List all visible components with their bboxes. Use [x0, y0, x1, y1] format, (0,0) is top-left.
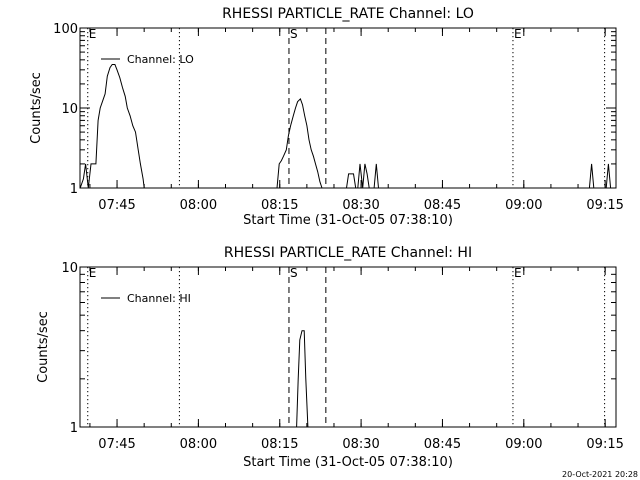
- x-tick-label: 09:15: [586, 198, 623, 213]
- x-tick-label: 09:15: [586, 437, 623, 452]
- x-tick-label: 07:45: [98, 437, 135, 452]
- y-tick-label: 10: [61, 261, 78, 276]
- hi-channel-panel: RHESSI PARTICLE_RATE Channel: HI 1 10 07:45…: [36, 245, 624, 470]
- footer-timestamp: 20-Oct-2021 20:28: [562, 470, 638, 479]
- event-marker-label: E: [89, 27, 97, 41]
- x-tick-label: 09:00: [505, 198, 542, 213]
- x-tick-label: 08:00: [180, 198, 217, 213]
- x-tick-label: 08:45: [424, 437, 461, 452]
- event-marker-label: E: [514, 266, 522, 280]
- y-tick-label: 100: [53, 22, 78, 37]
- x-tick-label: 08:00: [180, 437, 217, 452]
- series-line: [79, 64, 612, 189]
- event-marker-label: E: [89, 266, 97, 280]
- plot-frame: [79, 266, 617, 428]
- x-axis-label: Start Time (31-Oct-05 07:38:10): [243, 213, 453, 228]
- chart-title: RHESSI PARTICLE_RATE Channel: LO: [222, 6, 474, 22]
- x-tick-label: 07:45: [98, 198, 135, 213]
- x-axis-label: Start Time (31-Oct-05 07:38:10): [243, 455, 453, 470]
- y-tick-label: 1: [70, 182, 78, 197]
- event-marker-label: E: [514, 27, 522, 41]
- x-tick-label: 09:00: [505, 437, 542, 452]
- x-tick-label: 08:30: [342, 198, 379, 213]
- legend-label: Channel: LO: [127, 53, 194, 66]
- lo-channel-panel: RHESSI PARTICLE_RATE Channel: LO 1 10 100 07…: [29, 6, 624, 228]
- y-tick-label: 10: [61, 102, 78, 117]
- x-tick-label: 08:30: [342, 437, 379, 452]
- legend-label: Channel: HI: [127, 292, 191, 305]
- event-marker-label: S: [290, 266, 298, 280]
- plot-frame: [79, 27, 617, 189]
- x-tick-label: 08:15: [261, 437, 298, 452]
- y-tick-label: 1: [70, 421, 78, 436]
- chart-title: RHESSI PARTICLE_RATE Channel: HI: [224, 245, 472, 261]
- x-tick-label: 08:45: [424, 198, 461, 213]
- series-line: [292, 330, 309, 428]
- y-axis-label: Counts/sec: [36, 311, 51, 383]
- event-marker-label: S: [290, 27, 298, 41]
- y-axis-label: Counts/sec: [29, 72, 44, 144]
- x-tick-label: 08:15: [261, 198, 298, 213]
